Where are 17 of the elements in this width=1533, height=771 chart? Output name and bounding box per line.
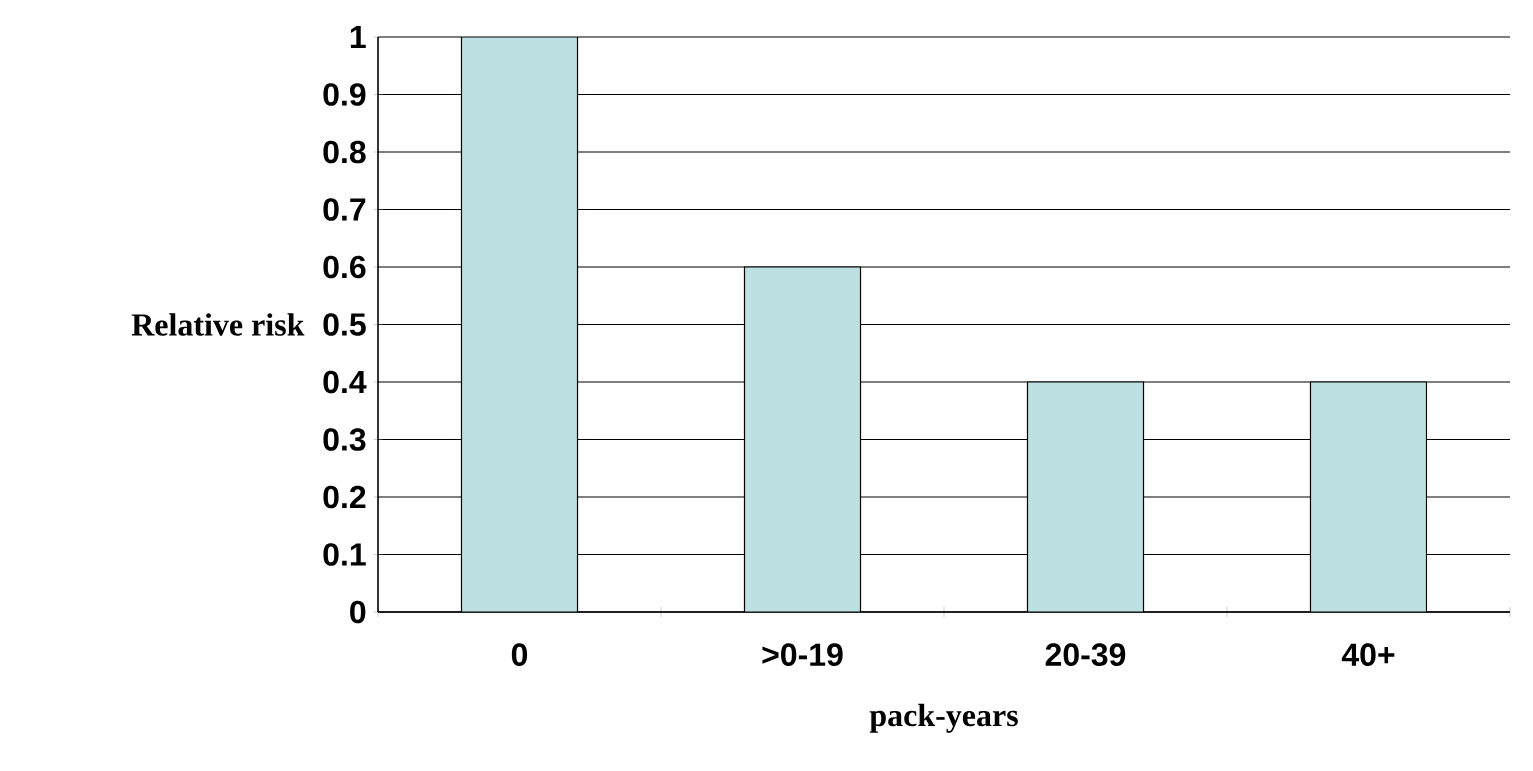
x-tick-label: 40+ [1341,643,1395,666]
y-tick-label: 0.4 [323,370,367,394]
y-tick-label: 0.1 [323,543,366,566]
x-tick-label: 0 [511,643,528,666]
y-axis-title: Relative risk [131,313,305,336]
y-tick-label: 1 [350,25,366,48]
y-tick-label: 0.6 [323,255,366,279]
x-axis-title: pack-years [869,703,1018,733]
y-tick-label: 0.5 [323,313,366,336]
y-tick-label: 0.9 [323,83,366,106]
x-tick-label: 20-39 [1045,643,1126,667]
y-tick-label: 0.2 [323,485,366,509]
y-tick-label: 0.8 [323,140,366,164]
y-tick-label: 0.3 [323,428,366,451]
x-tick-label: >0-19 [762,643,843,666]
y-tick-label: 0 [350,600,366,624]
y-tick-label: 0.7 [323,198,366,221]
